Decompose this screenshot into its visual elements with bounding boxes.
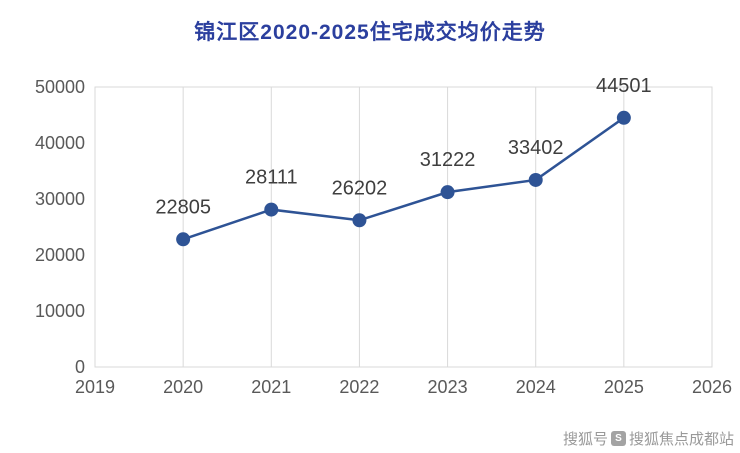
data-point-marker[interactable] [352, 213, 367, 228]
y-axis-tick-label: 0 [75, 357, 85, 377]
data-point-label: 28111 [245, 167, 298, 189]
watermark-account-label: 搜狐焦点成都站 [628, 431, 734, 448]
x-axis-tick-label: 2023 [428, 377, 468, 397]
watermark: 搜狐号 S 搜狐焦点成都站 [563, 428, 734, 449]
x-axis-tick-label: 2021 [251, 377, 291, 397]
data-point-label: 26202 [332, 177, 388, 199]
x-axis-tick-label: 2024 [516, 377, 556, 397]
data-point-label: 22805 [155, 196, 211, 218]
y-axis-tick-label: 40000 [35, 133, 85, 153]
watermark-platform-label: 搜狐号 [562, 431, 608, 448]
data-point-label: 33402 [508, 137, 564, 159]
x-axis-tick-label: 2020 [163, 377, 203, 397]
y-axis-tick-label: 50000 [35, 77, 85, 97]
chart-title: 锦江区2020-2025住宅成交均价走势 [194, 21, 546, 44]
data-point-label: 31222 [420, 149, 476, 171]
price-line [182, 116, 625, 241]
data-point-marker[interactable] [616, 110, 631, 125]
x-axis-tick-label: 2022 [339, 377, 379, 397]
x-axis-tick-label: 2019 [75, 377, 115, 397]
plot-border [94, 86, 713, 368]
y-axis-tick-label: 20000 [35, 245, 85, 265]
data-point-marker[interactable] [528, 172, 543, 187]
data-point-marker[interactable] [440, 185, 455, 200]
data-point-marker[interactable] [264, 202, 279, 217]
data-point-marker[interactable] [176, 232, 191, 247]
y-axis-tick-label: 30000 [35, 189, 85, 209]
sohu-logo-icon: S [610, 431, 626, 446]
y-axis-tick-label: 10000 [35, 301, 85, 321]
x-axis-tick-label: 2025 [604, 377, 644, 397]
x-axis-tick-label: 2026 [692, 377, 732, 397]
data-point-label: 44501 [596, 75, 652, 97]
